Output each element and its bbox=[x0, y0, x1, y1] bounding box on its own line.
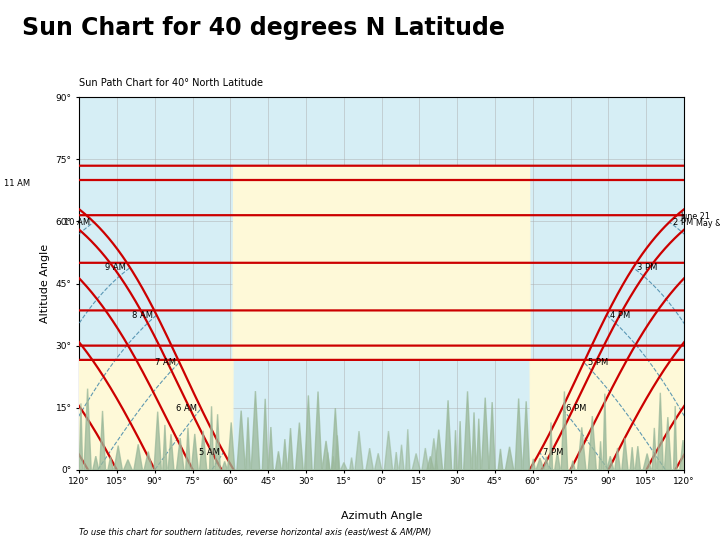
Text: June 21: June 21 bbox=[680, 212, 711, 221]
Text: 10 AM: 10 AM bbox=[64, 218, 90, 227]
Polygon shape bbox=[427, 392, 696, 470]
Y-axis label: Altitude Angle: Altitude Angle bbox=[40, 244, 50, 323]
Text: Sun Path Chart for 40° North Latitude: Sun Path Chart for 40° North Latitude bbox=[79, 78, 264, 89]
Text: 8 AM: 8 AM bbox=[132, 310, 153, 320]
Text: 6 AM: 6 AM bbox=[176, 404, 197, 413]
Text: 5 AM: 5 AM bbox=[199, 448, 220, 457]
Text: 2 PM: 2 PM bbox=[673, 218, 693, 227]
Text: 5 PM: 5 PM bbox=[588, 358, 608, 367]
Polygon shape bbox=[79, 389, 339, 470]
Text: May & July 2*: May & July 2* bbox=[696, 219, 720, 228]
Text: 11 AM: 11 AM bbox=[4, 179, 30, 188]
Text: 9 AM: 9 AM bbox=[105, 263, 126, 272]
Text: Sun Chart for 40 degrees N Latitude: Sun Chart for 40 degrees N Latitude bbox=[22, 16, 505, 40]
Text: To use this chart for southern latitudes, reverse horizontal axis (east/west & A: To use this chart for southern latitudes… bbox=[79, 528, 431, 537]
Text: 7 PM: 7 PM bbox=[544, 448, 564, 457]
Text: 7 AM: 7 AM bbox=[155, 358, 176, 367]
Text: 3 PM: 3 PM bbox=[637, 263, 657, 272]
Text: 6 PM: 6 PM bbox=[566, 404, 586, 413]
Polygon shape bbox=[326, 429, 438, 470]
X-axis label: Azimuth Angle: Azimuth Angle bbox=[341, 511, 423, 522]
Text: 4 PM: 4 PM bbox=[611, 310, 631, 320]
